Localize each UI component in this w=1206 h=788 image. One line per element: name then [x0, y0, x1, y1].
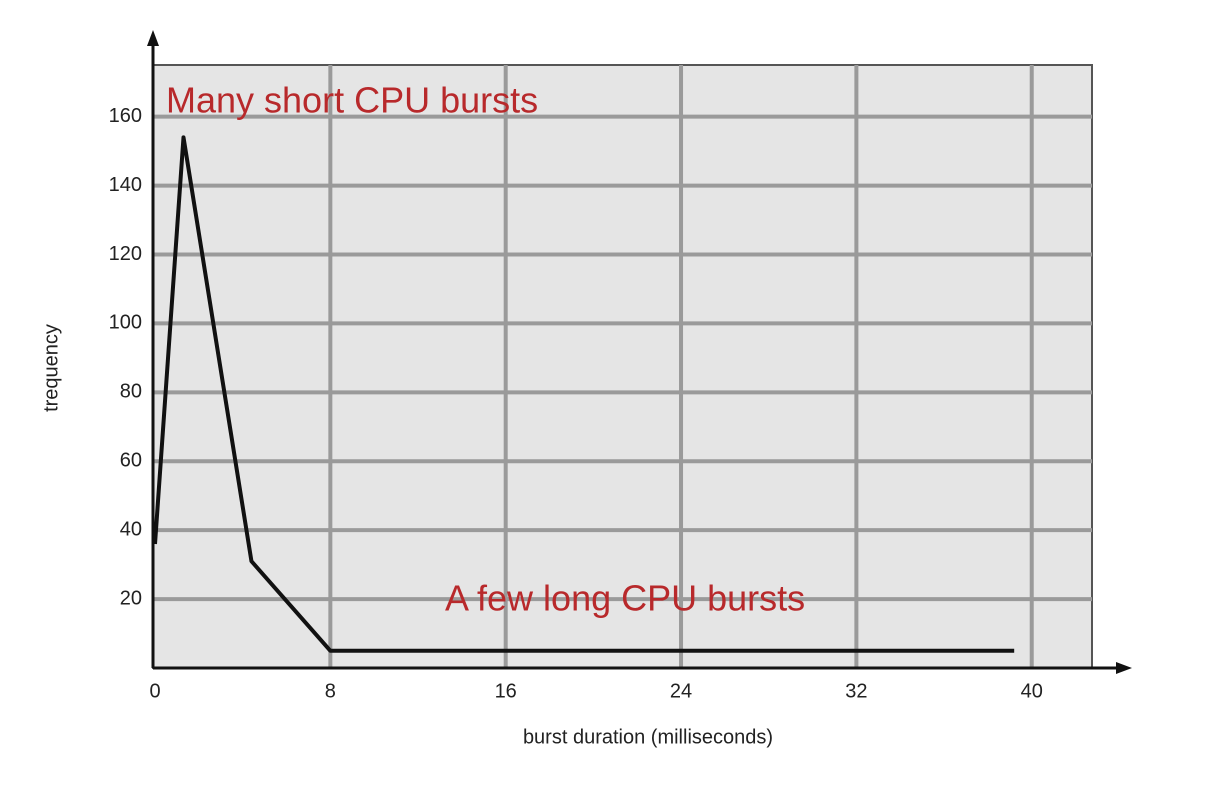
y-tick-label: 120: [109, 243, 142, 265]
x-axis-label: burst duration (milliseconds): [523, 726, 773, 748]
x-tick-label: 32: [845, 680, 867, 702]
data-line: [153, 135, 1015, 653]
y-axis-arrow: [147, 30, 159, 46]
y-axis-label: trequency: [40, 324, 62, 412]
x-tick-label: 40: [1021, 680, 1043, 702]
annotation: Many short CPU bursts: [166, 80, 538, 121]
y-tick-label: 20: [120, 587, 142, 609]
x-tick-label: 24: [670, 680, 692, 702]
x-axis-arrow: [1116, 662, 1132, 674]
y-tick-label: 160: [109, 105, 142, 127]
x-tick-label: 16: [495, 680, 517, 702]
y-tick-label: 140: [109, 174, 142, 196]
y-tick-label: 40: [120, 518, 142, 540]
annotation: A few long CPU bursts: [445, 578, 805, 619]
plot-area: [152, 64, 1093, 669]
grid: [153, 65, 1092, 668]
y-tick-label: 60: [120, 450, 142, 472]
y-tick-label: 80: [120, 381, 142, 403]
y-tick-label: 100: [109, 312, 142, 334]
x-tick-label: 8: [325, 680, 336, 702]
x-tick-label: 0: [149, 680, 160, 702]
